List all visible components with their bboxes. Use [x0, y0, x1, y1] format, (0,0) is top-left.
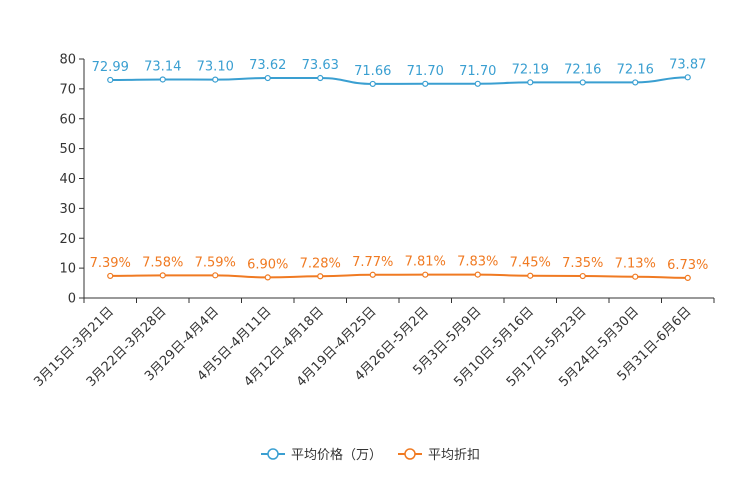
series-2-data-label: 7.58%	[142, 255, 183, 270]
legend-2-marker	[404, 448, 416, 460]
series-2-data-label: 6.73%	[667, 258, 708, 273]
y-tick-label: 30	[59, 202, 76, 217]
legend-2-label[interactable]: 平均折扣	[428, 448, 480, 463]
series-1-data-label: 73.10	[197, 60, 234, 75]
series-1-point[interactable]	[107, 76, 114, 84]
series-2-point[interactable]	[579, 272, 586, 280]
series-2-point[interactable]	[527, 272, 534, 279]
series-1-data-label: 73.62	[249, 58, 286, 73]
y-tick-label: 80	[59, 53, 76, 68]
series-1-point[interactable]	[474, 80, 481, 87]
y-tick-label: 20	[59, 232, 76, 247]
series-1-line	[110, 76, 688, 85]
series-2-point[interactable]	[422, 271, 429, 278]
series-2-data-label: 7.77%	[352, 255, 393, 270]
series-1-point[interactable]	[684, 74, 691, 81]
series-2-point[interactable]	[212, 272, 219, 279]
y-tick-label: 50	[59, 142, 76, 157]
legend-1-label[interactable]: 平均价格（万）	[291, 447, 382, 463]
series-1-data-label: 72.99	[92, 60, 129, 75]
legend-1-marker	[267, 448, 279, 460]
series-2-point[interactable]	[107, 272, 114, 280]
series-1-point[interactable]	[264, 74, 271, 82]
series-1-point[interactable]	[159, 76, 166, 83]
series-1-data-label: 71.70	[459, 64, 496, 79]
series-2-data-label: 7.59%	[195, 255, 236, 270]
series-2-point[interactable]	[159, 272, 166, 279]
series-2-line	[110, 273, 688, 279]
series-1-point[interactable]	[317, 74, 324, 82]
series-2-point[interactable]	[632, 273, 639, 280]
series-1-data-label: 73.14	[144, 59, 181, 74]
series-2-point[interactable]	[317, 273, 324, 280]
series-2-point[interactable]	[264, 274, 271, 281]
y-tick-label: 40	[59, 172, 76, 187]
series-2-data-label: 6.90%	[247, 257, 288, 272]
series-1-data-label: 71.70	[407, 64, 444, 79]
series-1-point[interactable]	[369, 80, 376, 88]
series-2-data-label: 7.35%	[562, 256, 603, 271]
series-1-data-label: 72.16	[617, 62, 654, 77]
series-2-data-label: 7.39%	[90, 256, 131, 271]
series-2-data-label: 7.83%	[457, 255, 498, 270]
series-1-point[interactable]	[579, 79, 586, 86]
series-1-point[interactable]	[527, 79, 534, 86]
y-tick-label: 70	[59, 82, 76, 97]
series-2-point[interactable]	[369, 271, 376, 278]
series-2-data-label: 7.13%	[615, 257, 656, 272]
series-1-data-label: 72.16	[564, 62, 601, 77]
series-1-point[interactable]	[422, 80, 429, 87]
series-2-data-label: 7.45%	[510, 256, 551, 271]
series-1-data-label: 73.63	[302, 58, 339, 73]
series-1-data-label: 72.19	[512, 62, 549, 77]
series-2-data-label: 7.81%	[405, 255, 446, 270]
y-tick-label: 10	[59, 262, 76, 277]
series-1-data-label: 73.87	[669, 57, 706, 72]
series-2-point[interactable]	[684, 274, 691, 281]
series-2-point[interactable]	[474, 271, 481, 278]
series-1-data-label: 71.66	[354, 64, 391, 79]
series-1-point[interactable]	[212, 76, 219, 83]
series-2-data-label: 7.28%	[300, 256, 341, 271]
y-tick-label: 60	[59, 112, 76, 127]
series-1-point[interactable]	[632, 79, 639, 86]
y-tick-label: 0	[68, 292, 76, 307]
